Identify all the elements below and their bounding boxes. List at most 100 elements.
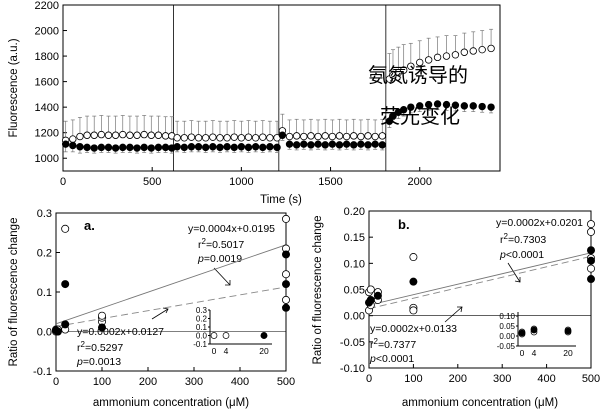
- time-course-point-open-40: [342, 132, 351, 141]
- panel-b-y-tick-label-3: 0.05: [344, 285, 365, 297]
- time-course-point-open-50: [407, 62, 415, 70]
- panel-a-point-open-12: [281, 295, 290, 304]
- panel-b-fit-1-annotation: y=0.0002x+0.0201 r2=0.7303 p<0.0001: [496, 217, 583, 283]
- time-course-point-filled-55: [451, 101, 460, 109]
- time-course-point-open-11: [140, 130, 148, 139]
- time-course-point-filled-3: [83, 143, 91, 152]
- time-course-y-tick-label-3: 1600: [35, 77, 59, 89]
- panel-a-point-open-11: [281, 270, 290, 279]
- panel-b-inset-x-tick-label-2: 20: [563, 348, 573, 358]
- time-course-x-tick-label-2: 1000: [229, 176, 253, 188]
- panel-b-fit-line-1: [368, 252, 592, 306]
- panel-b-fit-1-r2: r2=0.7303: [500, 232, 546, 246]
- time-course-point-filled-53: [433, 100, 442, 108]
- time-course-point-filled-5: [97, 143, 106, 152]
- panel-a-chart: a. ammonium concentration (μM) Ratio of …: [8, 208, 295, 409]
- time-course-point-open-41: [350, 132, 358, 140]
- panel-b-point-open-2: [366, 285, 375, 294]
- time-course-point-open-23: [223, 134, 231, 142]
- time-course-point-filled-17: [180, 143, 188, 152]
- time-course-point-open-29: [266, 134, 274, 142]
- panel-a-inset-point-open-0: [210, 332, 218, 339]
- panel-a-x-tick-label-2: 200: [139, 376, 157, 388]
- panel-b-data-layer: 0 100 200 300 400 500-0.10-0.050.000.050.100.…: [340, 206, 600, 385]
- panel-a-fit-2-arrowhead: [162, 307, 169, 314]
- time-course-x-tick-label-1: 500: [143, 176, 161, 188]
- panel-a-inset-y-tick-label-0: 0.3: [196, 306, 208, 315]
- time-course-point-filled-4: [90, 144, 98, 152]
- time-course-y-tick-label-5: 2000: [35, 26, 59, 38]
- panel-b-y-tick-label-0: -0.10: [340, 363, 365, 375]
- time-course-point-open-27: [251, 134, 260, 142]
- panel-b-y-tick-label-6: 0.20: [344, 206, 365, 218]
- panel-b-fit-2-annotation: y=0.0002x+0.0133 r2=0.7377 p<0.0001: [369, 306, 463, 365]
- time-course-point-filled-46: [385, 117, 394, 125]
- time-course-point-open-26: [244, 133, 253, 141]
- time-course-point-open-10: [133, 131, 141, 139]
- time-course-point-filled-8: [119, 143, 127, 152]
- time-course-point-open-49: [399, 66, 408, 74]
- panel-b-fit-1-arrowhead: [514, 277, 521, 283]
- time-course-point-filled-19: [194, 143, 203, 151]
- panel-b-chart: b. ammonium concentration (μM) Ratio of …: [312, 206, 600, 409]
- time-course-point-filled-56: [460, 102, 469, 110]
- time-course-point-open-59: [487, 44, 495, 53]
- time-course-point-open-39: [335, 132, 344, 140]
- time-course-point-open-44: [371, 132, 379, 141]
- time-course-y-tick-label-0: 1000: [35, 153, 59, 165]
- panel-a-y-tick-label-3: 0.2: [37, 248, 52, 260]
- time-course-point-filled-14: [161, 143, 170, 152]
- time-course-point-open-38: [328, 132, 337, 141]
- panel-b-fit-line-2: [368, 255, 592, 310]
- time-course-point-open-58: [478, 45, 486, 54]
- time-course-point-filled-13: [154, 143, 163, 152]
- time-course-point-filled-44: [371, 140, 379, 148]
- panel-a-point-filled-1: [53, 327, 62, 336]
- time-course-point-open-54: [442, 52, 451, 60]
- time-course-point-filled-7: [111, 144, 120, 152]
- time-course-point-open-55: [451, 51, 460, 59]
- time-course-point-filled-2: [76, 143, 84, 151]
- panel-b-y-tick-label-2: 0.00: [344, 311, 365, 323]
- time-course-point-open-6: [104, 131, 113, 139]
- time-course-point-filled-33: [292, 141, 301, 149]
- panel-a-fit-line-2: [55, 286, 287, 327]
- time-course-plot-frame: [62, 4, 501, 172]
- panel-b-inset-y-tick-label-0: 0.10: [499, 312, 515, 321]
- panel-b-y-axis-label: Ratio of fluorescence change: [312, 216, 324, 365]
- time-course-point-open-34: [300, 132, 308, 141]
- time-course-point-open-20: [201, 134, 210, 142]
- time-course-x-axis-label: Time (s): [260, 194, 302, 206]
- time-course-y-tick-label-1: 1200: [35, 128, 59, 140]
- time-course-point-open-53: [433, 53, 442, 62]
- time-course-point-filled-59: [487, 103, 495, 111]
- time-course-point-filled-22: [216, 143, 224, 152]
- time-course-x-tick-label-4: 2000: [407, 176, 431, 188]
- time-course-point-filled-39: [335, 141, 344, 149]
- panel-b-fit-2-r2: r2=0.7377: [370, 337, 416, 351]
- panel-a-fit-1-p: p=0.0019: [197, 253, 242, 265]
- time-course-point-open-52: [424, 56, 433, 64]
- chinese-annotation: 氨氮诱导的 荧光变化: [368, 63, 468, 128]
- time-course-point-open-7: [111, 131, 120, 139]
- time-course-point-open-21: [209, 133, 217, 141]
- panel-a-fit-1-r2: r2=0.5017: [198, 237, 244, 251]
- time-course-point-filled-47: [389, 112, 397, 120]
- panel-a-fit-2-annotation: y=0.0002x+0.0127 r2=0.5297 p=0.0013: [76, 307, 169, 368]
- time-course-point-open-16: [173, 134, 181, 142]
- time-course-point-open-18: [187, 133, 196, 141]
- panel-a-inset-point-filled-0: [260, 332, 268, 339]
- panel-a-point-open-9: [281, 214, 290, 223]
- panel-a-x-tick-label-4: 400: [231, 376, 249, 388]
- time-course-point-filled-38: [328, 140, 337, 148]
- time-course-point-open-37: [321, 132, 329, 140]
- panel-b-y-tick-label-5: 0.15: [344, 232, 365, 244]
- panel-b-fit-1-equation: y=0.0002x+0.0201: [496, 217, 583, 229]
- panel-a-inset-y-tick-label-1: 0.2: [196, 315, 208, 324]
- time-course-point-open-43: [364, 132, 372, 140]
- panel-b-inset-x-tick-label-0: 0: [520, 348, 525, 358]
- panel-b-fit-2-p: p<0.0001: [369, 353, 414, 365]
- panel-a-x-tick-label-5: 500: [277, 376, 295, 388]
- panel-a-fit-2-r2: r2=0.5297: [77, 340, 123, 354]
- time-course-point-filled-36: [314, 140, 322, 148]
